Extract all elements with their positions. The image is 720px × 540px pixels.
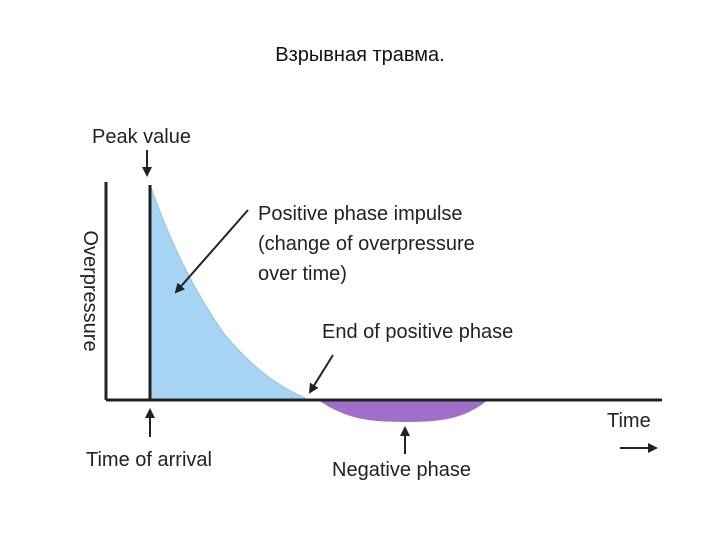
pressure-curve — [149, 184, 306, 399]
time-of-arrival-label: Time of arrival — [86, 449, 212, 471]
impulse-label-line-2: (change of overpressure — [258, 233, 475, 255]
impulse-label-line-3: over time) — [258, 263, 347, 285]
end-positive-leader — [308, 354, 334, 394]
y-axis-label: Overpressure — [79, 230, 101, 351]
negative-phase-area — [318, 400, 488, 422]
impulse-label-line-1: Positive phase impulse — [258, 203, 463, 225]
positive-phase-area — [150, 185, 305, 400]
time-label: Time — [607, 410, 651, 432]
peak-value-label: Peak value — [92, 126, 191, 148]
negative-phase-label: Negative phase — [332, 459, 471, 481]
end-positive-label: End of positive phase — [322, 321, 513, 343]
slide-title: Взрывная травма. — [275, 44, 445, 66]
impulse-leader — [174, 209, 249, 294]
